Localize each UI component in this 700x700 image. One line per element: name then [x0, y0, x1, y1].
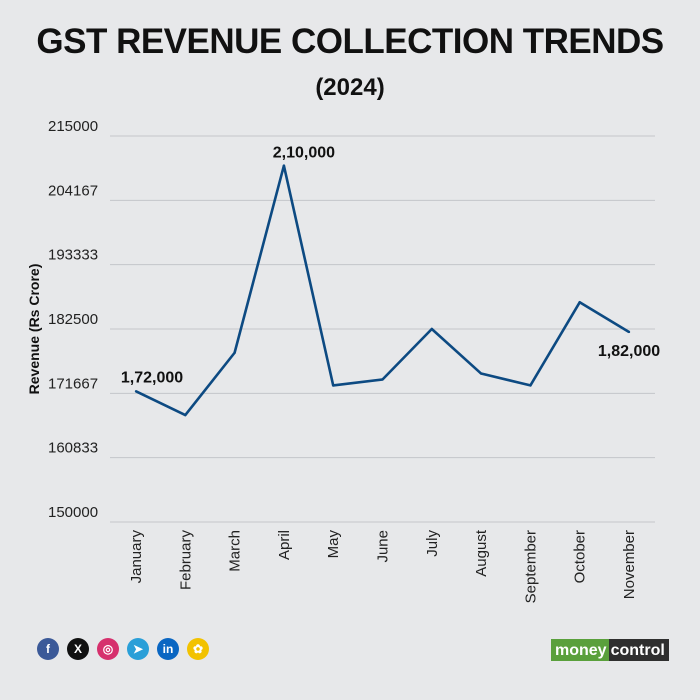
data-point	[134, 390, 138, 393]
telegram-icon[interactable]: ➤	[127, 638, 149, 660]
facebook-icon[interactable]: f	[37, 638, 59, 660]
y-tick-label: 215000	[48, 118, 98, 135]
y-tick-label: 204167	[48, 182, 98, 199]
data-label: 1,82,000	[598, 343, 660, 360]
instagram-icon[interactable]: ◎	[97, 638, 119, 660]
data-label: 2,10,000	[273, 145, 335, 162]
social-icons: f X ◎ ➤ in ✿	[37, 638, 209, 660]
linkedin-icon[interactable]: in	[157, 638, 179, 660]
data-label: 1,72,000	[121, 369, 183, 386]
y-tick-label: 160833	[48, 440, 98, 457]
data-point	[381, 378, 384, 381]
x-tick-label: June	[375, 530, 392, 563]
x-tick-label: October	[572, 530, 589, 583]
x-tick-label: February	[177, 530, 194, 591]
series-line	[135, 164, 630, 417]
koo-icon[interactable]: ✿	[187, 638, 209, 660]
moneycontrol-logo: money control	[551, 639, 669, 661]
x-icon[interactable]: X	[67, 638, 89, 660]
x-tick-label: May	[325, 530, 342, 559]
data-point	[529, 384, 532, 387]
data-point	[479, 372, 483, 375]
y-tick-label: 193333	[48, 247, 98, 264]
x-tick-label: January	[128, 530, 145, 584]
y-axis-label: Revenue (Rs Crore)	[26, 264, 42, 395]
x-tick-label: July	[424, 530, 441, 557]
y-tick-label: 150000	[48, 504, 98, 521]
logo-part-control: control	[608, 639, 669, 661]
chart-title: GST REVENUE COLLECTION TRENDS	[36, 22, 664, 61]
data-point	[430, 327, 433, 331]
x-tick-label: April	[276, 530, 293, 560]
data-point	[627, 330, 631, 334]
data-point	[578, 301, 581, 304]
y-tick-label: 182500	[48, 311, 98, 328]
data-point	[233, 351, 236, 354]
x-tick-label: August	[473, 529, 490, 577]
chart-subtitle: (2024)	[315, 74, 385, 101]
x-tick-label: November	[621, 530, 638, 599]
data-point	[282, 164, 286, 167]
x-tick-label: September	[522, 530, 539, 603]
logo-part-money: money	[551, 639, 609, 661]
data-point	[332, 384, 335, 387]
y-tick-label: 171667	[48, 375, 98, 392]
data-point	[184, 413, 187, 417]
x-tick-label: March	[227, 530, 244, 572]
